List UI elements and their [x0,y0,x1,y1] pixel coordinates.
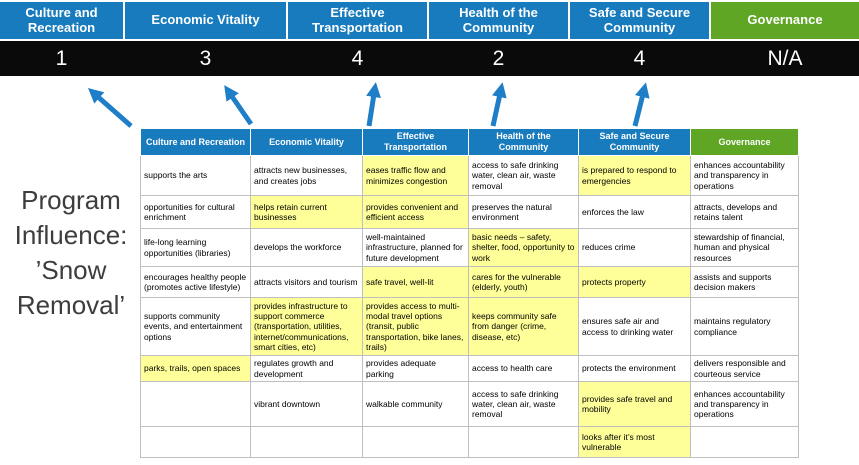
matrix-body: supports the arts attracts new businesses… [140,155,799,458]
matrix-header-1: Economic Vitality [250,128,363,156]
summary-score-0: 1 [55,46,68,70]
matrix-header-2: Effective Transportation [362,128,469,156]
summary-header-0: Culture and Recreation [0,2,123,39]
matrix-cell-r3-c1: life-long learning opportunities (librar… [140,228,251,267]
matrix-cell-r7-c5: provides safe travel and mobility [578,381,691,427]
matrix-cell-r4-c6: assists and supports decision makers [690,266,799,298]
matrix-header-3: Health of the Community [468,128,579,156]
matrix-table: Culture and Recreation Economic Vitality E… [140,128,799,458]
matrix-cell-r7-c2: vibrant downtown [250,381,363,427]
matrix-cell-r7-c6: enhances accountability and transparency… [690,381,799,427]
matrix-cell-r3-c4: basic needs – safety, shelter, food, opp… [468,228,579,267]
arrow-up-icon [490,82,507,127]
matrix-cell-r8-c4 [468,426,579,458]
matrix-cell-r4-c3: safe travel, well-lit [362,266,469,298]
page-title: Program Influence: ’Snow Removal’ [14,185,128,321]
matrix-cell-r6-c5: protects the environment [578,355,691,382]
score-band: 1 3 4 2 4 N/A [0,41,859,76]
matrix-header-0: Culture and Recreation [140,128,251,156]
matrix-row-3: life-long learning opportunities (librar… [140,228,799,267]
summary-header-row: Culture and Recreation Economic Vitality E… [0,2,859,39]
matrix-cell-r7-c3: walkable community [362,381,469,427]
matrix-row-6: parks, trails, open spaces regulates grow… [140,355,799,382]
arrow-up-icon [224,85,254,126]
matrix-cell-r1-c4: access to safe drinking water, clean air… [468,155,579,196]
summary-score-1: 3 [199,46,212,70]
summary-score-3: 2 [492,46,505,70]
matrix-cell-r2-c5: enforces the law [578,195,691,229]
matrix-cell-r3-c6: stewardship of financial, human and phys… [690,228,799,267]
arrow-up-icon [632,82,650,127]
matrix-cell-r1-c1: supports the arts [140,155,251,196]
matrix-row-2: opportunities for cultural enrichment hel… [140,195,799,229]
arrow-up-icon [366,82,381,127]
matrix-cell-r7-c1 [140,381,251,427]
matrix-cell-r2-c4: preserves the natural environment [468,195,579,229]
summary-header-4: Safe and Secure Community [570,2,709,39]
matrix-cell-r5-c3: provides access to multi-modal travel op… [362,297,469,356]
matrix-cell-r8-c1 [140,426,251,458]
summary-header-3: Health of the Community [429,2,568,39]
matrix-cell-r4-c4: cares for the vulnerable (elderly, youth… [468,266,579,298]
matrix-cell-r3-c5: reduces crime [578,228,691,267]
matrix-cell-r1-c3: eases traffic flow and minimizes congest… [362,155,469,196]
matrix-cell-r2-c2: helps retain current businesses [250,195,363,229]
arrow-up-icon [88,88,133,128]
matrix-cell-r5-c1: supports community events, and entertain… [140,297,251,356]
matrix-cell-r3-c3: well-maintained infrastructure, planned … [362,228,469,267]
matrix-cell-r1-c6: enhances accountability and transparency… [690,155,799,196]
matrix-cell-r8-c6 [690,426,799,458]
score-arrows [88,82,650,128]
matrix-cell-r6-c2: regulates growth and development [250,355,363,382]
matrix-row-7: vibrant downtown walkable community access… [140,381,799,427]
matrix-cell-r8-c3 [362,426,469,458]
matrix-cell-r5-c5: ensures safe air and access to drinking … [578,297,691,356]
matrix-cell-r8-c2 [250,426,363,458]
matrix-cell-r4-c2: attracts visitors and tourism [250,266,363,298]
matrix-row-1: supports the arts attracts new businesses… [140,155,799,196]
summary-score-2: 4 [351,46,364,70]
matrix-cell-r1-c5: is prepared to respond to emergencies [578,155,691,196]
matrix-cell-r6-c1: parks, trails, open spaces [140,355,251,382]
matrix-cell-r1-c2: attracts new businesses, and creates job… [250,155,363,196]
matrix-cell-r5-c6: maintains regulatory compliance [690,297,799,356]
matrix-cell-r6-c3: provides adequate parking [362,355,469,382]
summary-score-4: 4 [633,46,646,70]
matrix-cell-r2-c1: opportunities for cultural enrichment [140,195,251,229]
matrix-cell-r2-c3: provides convenient and efficient access [362,195,469,229]
matrix-cell-r4-c5: protects property [578,266,691,298]
summary-score-5: N/A [767,46,803,70]
matrix-row-4: encourages healthy people (promotes acti… [140,266,799,298]
matrix-header-4: Safe and Secure Community [578,128,691,156]
matrix-cell-r6-c6: delivers responsible and courteous servi… [690,355,799,382]
matrix-cell-r8-c5: looks after it’s most vulnerable [578,426,691,458]
summary-header-2: Effective Transportation [288,2,427,39]
matrix-header-row: Culture and Recreation Economic Vitality E… [140,128,799,156]
matrix-cell-r7-c4: access to safe drinking water, clean air… [468,381,579,427]
matrix-row-5: supports community events, and entertain… [140,297,799,356]
matrix-cell-r3-c2: develops the workforce [250,228,363,267]
matrix-cell-r6-c4: access to health care [468,355,579,382]
summary-header-5: Governance [711,2,859,39]
matrix-cell-r2-c6: attracts, develops and retains talent [690,195,799,229]
matrix-cell-r5-c4: keeps community safe from danger (crime,… [468,297,579,356]
summary-header-1: Economic Vitality [125,2,286,39]
matrix-header-5: Governance [690,128,799,156]
influence-matrix: Culture and Recreation Economic Vitality E… [140,128,799,458]
matrix-row-8: looks after it’s most vulnerable [140,426,799,458]
matrix-cell-r4-c1: encourages healthy people (promotes acti… [140,266,251,298]
matrix-cell-r5-c2: provides infrastructure to support comme… [250,297,363,356]
